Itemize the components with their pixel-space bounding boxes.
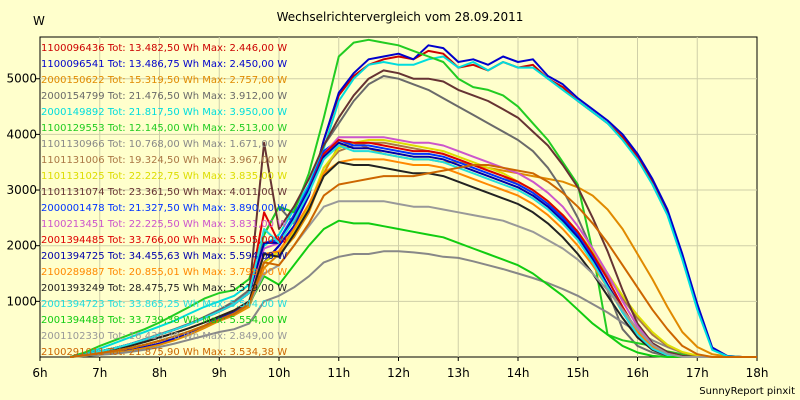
legend-item-16: 2001394723 Tot: 33.865,25 Wh Max: 5.544,… [41,299,288,310]
x-tick-label: 12h [387,366,410,380]
legend-item-7: 1101131006 Tot: 19.324,50 Wh Max: 3.967,… [41,155,288,166]
y-axis-unit-label: W [33,14,45,28]
legend-item-3: 2000154799 Tot: 21.476,50 Wh Max: 3.912,… [41,91,288,102]
series-line-19 [69,164,757,358]
series-line-1 [69,44,757,358]
legend-item-12: 2001394485 Tot: 33.766,00 Wh Max: 5.505,… [41,235,288,246]
x-tick-label: 13h [447,366,470,380]
legend-item-13: 2001394725 Tot: 34.455,63 Wh Max: 5.594,… [41,251,288,262]
legend-item-18: 2001102330 Tot: 16.433,38 Wh Max: 2.849,… [41,331,288,342]
y-tick-label: 3000 [6,183,37,197]
x-tick-label: 11h [327,366,350,380]
x-tick-label: 9h [212,366,227,380]
series-line-16 [69,144,757,358]
legend-item-10: 2000001478 Tot: 21.327,50 Wh Max: 3.890,… [41,203,288,214]
legend-item-9: 1101131074 Tot: 23.361,50 Wh Max: 4.011,… [41,187,288,198]
y-tick-label: 2000 [6,239,37,253]
y-tick-label: 5000 [6,72,37,86]
x-tick-label: 16h [626,366,649,380]
legend-item-4: 2000149892 Tot: 21.817,50 Wh Max: 3.950,… [41,107,288,118]
x-tick-label: 8h [152,366,167,380]
x-tick-label: 17h [686,366,709,380]
legend-item-19: 2100291011 Tot: 21.875,90 Wh Max: 3.534,… [41,347,288,358]
legend-item-11: 1100213451 Tot: 22.225,50 Wh Max: 3.831,… [41,219,288,230]
legend-item-14: 2100289887 Tot: 20.855,01 Wh Max: 3.799,… [41,267,288,278]
x-tick-label: 18h [746,366,769,380]
chart-title: Wechselrichtervergleich vom 28.09.2011 [276,10,524,24]
y-tick-label: 1000 [6,294,37,308]
legend-item-2: 2000150622 Tot: 15.319,50 Wh Max: 2.757,… [41,75,288,86]
legend-item-8: 1101131025 Tot: 22.222,75 Wh Max: 3.835,… [41,171,288,182]
y-tick-label: 4000 [6,127,37,141]
series-line-15 [69,161,757,358]
series-line-5 [69,38,757,358]
legend-item-1: 1100096541 Tot: 13.486,75 Wh Max: 2.450,… [41,59,288,70]
legend-item-6: 1101130966 Tot: 10.768,00 Wh Max: 1.671,… [41,139,288,150]
x-tick-label: 10h [268,366,291,380]
x-tick-label: 6h [32,366,47,380]
legend-item-17: 2001394483 Tot: 33.739,38 Wh Max: 5.554,… [41,315,288,326]
series-line-4 [69,55,757,358]
x-tick-label: 7h [92,366,107,380]
x-tick-label: 14h [507,366,530,380]
legend-item-15: 2001393249 Tot: 28.475,75 Wh Max: 5.519,… [41,283,288,294]
credit-label: SunnyReport pinxit [699,386,795,397]
x-tick-label: 15h [566,366,589,380]
legend-item-5: 1100129553 Tot: 12.145,00 Wh Max: 2.513,… [41,123,288,134]
legend: 1100096436 Tot: 13.482,50 Wh Max: 2.446,… [41,41,287,361]
legend-item-0: 1100096436 Tot: 13.482,50 Wh Max: 2.446,… [41,43,288,54]
